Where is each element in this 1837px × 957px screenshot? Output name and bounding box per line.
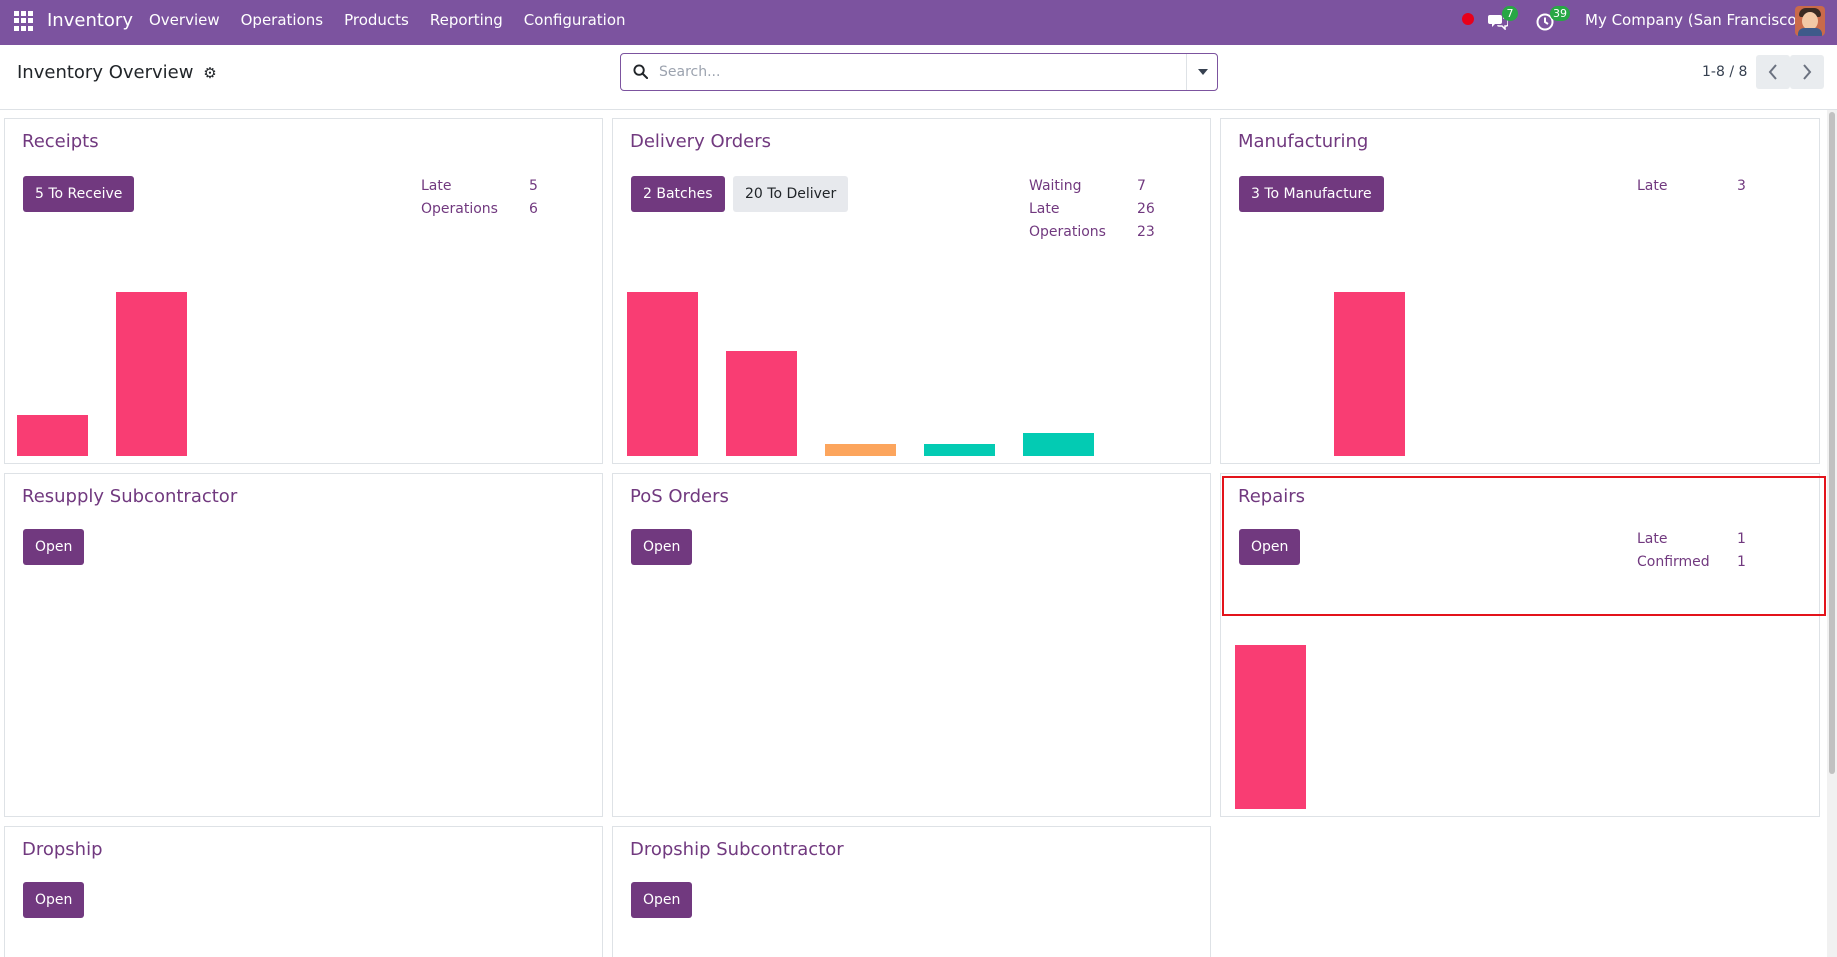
graph-bar	[1334, 292, 1405, 456]
card-repairs: Repairs Open Late 1 Confirmed 1	[1220, 473, 1820, 817]
menu-item-reporting[interactable]: Reporting	[429, 11, 503, 29]
dropship-subcontractor-open-button[interactable]: Open	[631, 882, 693, 918]
to-deliver-button[interactable]: 20 To Deliver	[733, 176, 849, 212]
stat-operations[interactable]: Operations 6	[421, 198, 561, 221]
card-dropship: Dropship Open	[4, 826, 603, 957]
stat-waiting-value: 7	[1137, 178, 1146, 194]
stat-late[interactable]: Late 26	[1029, 198, 1169, 221]
control-panel: Inventory Overview ⚙ 1-8 / 8	[0, 45, 1837, 110]
card-resupply-subcontractor: Resupply Subcontractor Open	[4, 473, 603, 817]
menu-item-overview[interactable]: Overview	[149, 11, 220, 29]
company-switcher[interactable]: My Company (San Francisco)	[1585, 11, 1803, 29]
page-title: Inventory Overview ⚙	[17, 62, 217, 83]
card-title-dropship[interactable]: Dropship	[22, 839, 103, 860]
pager-next-button[interactable]	[1790, 55, 1824, 89]
batches-button[interactable]: 2 Batches	[631, 176, 725, 212]
delivery-graph[interactable]	[613, 119, 1210, 463]
repairs-stats: Late 1 Confirmed 1	[1637, 528, 1777, 578]
stat-late[interactable]: Late 5	[421, 175, 561, 198]
menu-item-operations[interactable]: Operations	[240, 11, 324, 29]
graph-bar	[1235, 645, 1306, 809]
delivery-stats: Waiting 7 Late 26 Operations 23	[1029, 175, 1169, 247]
card-pos-orders: PoS Orders Open	[612, 473, 1211, 817]
manufacturing-stats: Late 3	[1637, 175, 1777, 199]
stat-late-value: 3	[1737, 178, 1746, 194]
activities-clock-icon[interactable]: 39	[1536, 6, 1570, 33]
card-receipts: Receipts 5 To Receive Late 5 Operations 6	[4, 118, 603, 464]
page-title-text: Inventory Overview	[17, 62, 194, 83]
stat-late-value: 1	[1737, 531, 1746, 547]
card-title-dropship-subcontractor[interactable]: Dropship Subcontractor	[630, 839, 844, 860]
messages-badge: 7	[1502, 6, 1518, 21]
graph-bar	[1023, 433, 1094, 456]
repairs-open-button[interactable]: Open	[1239, 529, 1301, 565]
graph-bar	[17, 415, 88, 456]
card-title-resupply-subcontractor[interactable]: Resupply Subcontractor	[22, 486, 238, 507]
activities-badge: 39	[1550, 6, 1570, 21]
stat-operations[interactable]: Operations 23	[1029, 221, 1169, 244]
chevron-left-icon	[1768, 64, 1777, 80]
gear-icon[interactable]: ⚙	[203, 64, 217, 82]
stat-confirmed[interactable]: Confirmed 1	[1637, 551, 1777, 574]
page-scrollbar[interactable]	[1827, 110, 1837, 957]
graph-bar	[627, 292, 698, 456]
receipts-stats: Late 5 Operations 6	[421, 175, 561, 225]
main-menu: Overview Operations Products Reporting C…	[149, 11, 626, 29]
stat-late[interactable]: Late 1	[1637, 528, 1777, 551]
search-options-toggle[interactable]	[1186, 54, 1218, 90]
to-receive-button[interactable]: 5 To Receive	[23, 176, 135, 212]
stat-late-value: 5	[529, 178, 538, 194]
dropship-open-button[interactable]: Open	[23, 882, 85, 918]
recording-indicator-icon[interactable]	[1462, 13, 1474, 25]
stat-operations-value: 23	[1137, 224, 1155, 240]
chevron-right-icon	[1803, 64, 1812, 80]
top-navbar: Inventory Overview Operations Products R…	[0, 0, 1837, 45]
repairs-graph[interactable]	[1221, 474, 1819, 816]
user-avatar[interactable]	[1795, 6, 1825, 36]
apps-menu-icon[interactable]	[14, 11, 34, 31]
search-icon	[633, 64, 648, 79]
stat-confirmed-value: 1	[1737, 554, 1746, 570]
graph-bar	[726, 351, 797, 456]
card-title-pos-orders[interactable]: PoS Orders	[630, 486, 729, 507]
stat-late[interactable]: Late 3	[1637, 175, 1777, 198]
pos-open-button[interactable]: Open	[631, 529, 693, 565]
app-name[interactable]: Inventory	[47, 10, 133, 31]
pager-previous-button[interactable]	[1756, 55, 1790, 89]
card-title-delivery-orders[interactable]: Delivery Orders	[630, 131, 771, 152]
card-delivery-orders: Delivery Orders 2 Batches 20 To Deliver …	[612, 118, 1211, 464]
to-manufacture-button[interactable]: 3 To Manufacture	[1239, 176, 1384, 212]
card-title-receipts[interactable]: Receipts	[22, 131, 99, 152]
search-bar	[620, 53, 1218, 91]
pager-value[interactable]: 1-8 / 8	[1702, 64, 1748, 80]
resupply-open-button[interactable]: Open	[23, 529, 85, 565]
menu-item-configuration[interactable]: Configuration	[523, 11, 626, 29]
messages-icon[interactable]: 7	[1488, 6, 1518, 33]
stat-late-value: 26	[1137, 201, 1155, 217]
card-title-repairs[interactable]: Repairs	[1238, 486, 1306, 507]
card-dropship-subcontractor: Dropship Subcontractor Open	[612, 826, 1211, 957]
card-manufacturing: Manufacturing 3 To Manufacture Late 3	[1220, 118, 1820, 464]
stat-waiting[interactable]: Waiting 7	[1029, 175, 1169, 198]
receipts-graph[interactable]	[5, 119, 602, 463]
graph-bar	[825, 444, 896, 456]
menu-item-products[interactable]: Products	[344, 11, 409, 29]
manufacturing-graph[interactable]	[1221, 119, 1819, 463]
graph-bar	[924, 444, 995, 456]
graph-bar	[116, 292, 187, 456]
card-title-manufacturing[interactable]: Manufacturing	[1238, 131, 1369, 152]
scrollbar-thumb[interactable]	[1829, 112, 1835, 774]
stat-operations-value: 6	[529, 201, 538, 217]
search-input[interactable]	[659, 60, 1159, 84]
